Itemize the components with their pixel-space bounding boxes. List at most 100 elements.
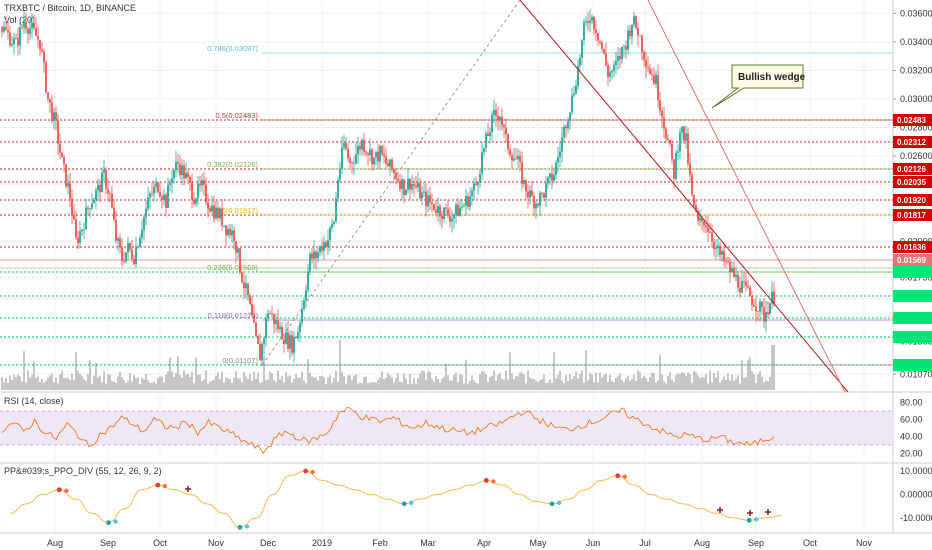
volume-bar [613,382,615,390]
wedge-lower-line[interactable] [519,0,849,393]
candle-body [65,163,67,187]
fib-trend-line[interactable] [261,0,521,366]
candle-body [443,207,445,219]
candle-body [3,27,5,32]
trend-drawings[interactable] [261,0,849,393]
volume-bar [331,382,333,390]
volume-bar [227,378,229,390]
volume-bar [65,377,67,390]
candle-body [319,246,321,253]
volume-bar [509,352,511,390]
volume-bar [773,345,775,390]
volume-bar [607,382,609,390]
candle-body [491,114,493,133]
candle-body [261,343,263,361]
volume-bar [13,374,15,390]
volume-bar [723,376,725,390]
horizontal-levels[interactable] [0,119,893,366]
volume-bar [575,371,577,390]
bullish-wedge-callout[interactable]: Bullish wedge [711,64,806,109]
volume-bar [501,378,503,390]
candle-body [669,140,671,144]
volume-bar [169,357,171,390]
volume-bar [519,372,521,390]
candle-body [477,182,479,185]
volume-bar [171,371,173,390]
candle-body [37,36,39,40]
candle-body [89,208,91,210]
volume-bar [609,374,611,390]
candle-body [351,162,353,164]
ppo-line [9,470,783,528]
candle-body [457,204,459,217]
candle-body [603,49,605,54]
price-tick: 0.03600 [900,8,932,18]
candle-body [613,65,615,71]
volume-bar [603,374,605,390]
level-badge-text: 0.02035 [897,178,926,187]
candle-body [295,336,297,339]
candle-body [233,230,235,242]
candle-body [411,183,413,190]
volume-bar [21,381,23,390]
ppo-title[interactable]: PP&#039;s_PPO_DIV (55, 12, 26, 9, 2) [4,466,162,476]
volume-bar [251,380,253,390]
volume-bar [235,371,237,390]
fib-label: 0.236(0.01569) [207,263,258,272]
volume-bar [465,359,467,390]
volume-bar [243,372,245,390]
candle-body [725,261,727,263]
volume-bar [681,372,683,390]
candle-body [569,112,571,122]
candle-body [85,207,87,230]
level-badge-text: 0.02312 [897,138,926,147]
volume-bar [443,376,445,390]
ppo-pane [9,468,783,530]
volume-bar [209,381,211,390]
candle-body [97,184,99,191]
volume-bar [199,374,201,390]
time-label: Apr [477,538,491,548]
time-label: Mar [420,538,436,548]
candle-body [517,155,519,160]
candle-body [717,245,719,248]
volume-bar [669,371,671,390]
wedge-upper-line[interactable] [647,0,846,393]
volume-bar [769,376,771,390]
candle-body [405,189,407,195]
fib-retracement[interactable]: 0.786(0.03097) 0.5(0.02483) 0.382(0.02126)… [207,44,893,366]
volume-bar [187,373,189,390]
candle-body [495,109,497,116]
volume-bar [551,382,553,390]
candle-body [277,320,279,330]
volume-bar [731,374,733,390]
candle-body [409,178,411,190]
volume-bar [483,371,485,390]
volume-bar [141,377,143,390]
level-badge [893,209,932,221]
volume-bar [423,370,425,390]
candle-body [497,115,499,121]
rsi-title[interactable]: RSI (14, close) [4,396,64,406]
volume-bar [299,377,301,390]
price-tick: 0.02800 [900,123,932,133]
volume-bar [561,380,563,390]
candle-body [39,39,41,50]
candle-body [525,180,527,192]
volume-bar [513,379,515,390]
time-axis[interactable]: Aug Sep Oct Nov Dec 2019 Feb Mar Apr May Jun Jul Aug… [47,538,873,548]
symbol-header[interactable]: TRXBTC / Bitcoin, 1D, BINANCE [4,3,136,13]
volume-bar [539,380,541,390]
candle-body [149,193,151,198]
volume-bar [223,382,225,390]
volume-bar [185,374,187,390]
volume-bar [217,372,219,390]
level-badge-text: 0.01636 [897,243,926,252]
ppo-marker [155,482,161,488]
volume-bar [623,382,625,390]
candle-body [307,271,309,291]
candle-body [597,33,599,41]
volume-indicator-label[interactable]: Vol (20) [4,15,35,25]
candle-body [281,326,283,340]
candle-body [87,207,89,209]
